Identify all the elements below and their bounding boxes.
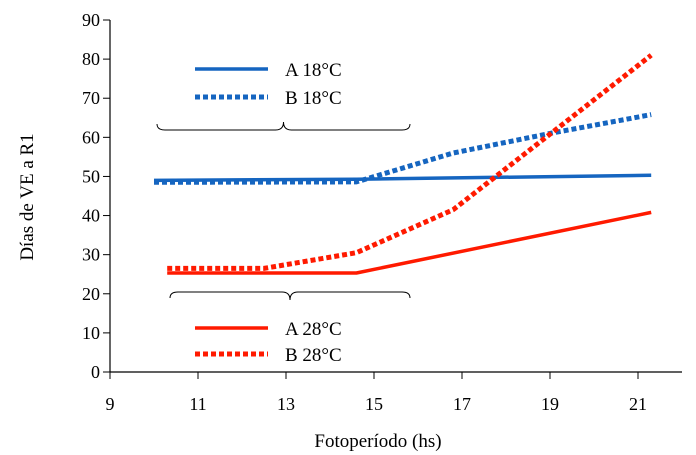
legend-braces (156, 121, 411, 301)
series-line-a-18-c (153, 173, 652, 183)
x-tick-label: 15 (365, 394, 383, 414)
y-tick-label: 30 (82, 245, 100, 265)
series-lines (153, 53, 653, 275)
x-tick-label: 11 (189, 394, 206, 414)
y-tick-label: 40 (82, 206, 100, 226)
brace-18c (156, 121, 411, 131)
x-tick-label: 13 (277, 394, 295, 414)
y-tick-label: 90 (82, 10, 100, 30)
x-tick-label: 9 (106, 394, 115, 414)
y-tick-label: 10 (82, 323, 100, 343)
y-tick-label: 20 (82, 284, 100, 304)
x-axis-label: Fotoperíodo (hs) (314, 431, 441, 452)
series-line-b-18-c (153, 112, 652, 185)
y-tick-label: 80 (82, 49, 100, 69)
x-tick-label: 17 (453, 394, 471, 414)
y-tick-label: 70 (82, 88, 100, 108)
series-line-b-28-c (167, 53, 653, 271)
y-axis-label: Días de VE a R1 (17, 133, 38, 260)
series-line-a-28-c (167, 210, 652, 275)
x-tick-label: 21 (629, 394, 647, 414)
legend-label: A 18°C (285, 60, 342, 81)
axes (109, 20, 682, 373)
legend: A 18°C B 18°C A 28°C B 28°C (195, 60, 342, 366)
y-tick-label: 60 (82, 127, 100, 147)
legend-label: B 18°C (285, 88, 342, 109)
brace-28c (169, 291, 411, 301)
ticks: 0 10 20 30 40 50 60 70 80 90 9 11 13 15 17 19 21 (82, 10, 647, 414)
legend-label: A 28°C (285, 319, 342, 340)
y-tick-label: 0 (91, 362, 100, 382)
y-tick-label: 50 (82, 166, 100, 186)
legend-label: B 28°C (285, 345, 342, 366)
x-tick-label: 19 (541, 394, 559, 414)
